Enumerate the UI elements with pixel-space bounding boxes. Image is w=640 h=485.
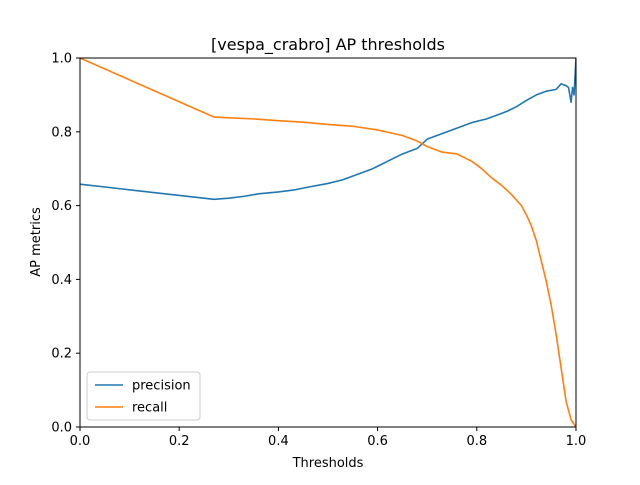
legend-box [86,371,201,421]
y-tick-label: 0.6 [51,199,72,214]
series-line-precision [80,58,576,201]
x-tick-label: 0.2 [169,434,190,449]
y-tick-label: 0.8 [51,125,72,140]
y-tick-label: 0.4 [51,273,72,288]
x-tick-label: 1.0 [566,434,587,449]
y-tick-label: 1.0 [51,52,72,67]
x-tick-label: 0.8 [466,434,487,449]
legend: precision recall [86,371,201,421]
y-tick-label: 0.2 [51,347,72,362]
chart-title: [vespa_crabro] AP thresholds [211,35,445,55]
x-tick-label: 0.0 [70,434,91,449]
x-tick-label: 0.6 [367,434,388,449]
series-line-recall [80,58,576,427]
legend-label-recall: recall [132,401,167,416]
axes-frame [79,57,577,428]
x-tick-label: 0.4 [268,434,289,449]
legend-label-precision: precision [132,379,191,394]
x-axis-title: Thresholds [292,456,364,471]
plot-area: 0.0 0.2 0.4 0.6 0.8 1.0 0.0 0.2 0.4 0.6 0.8 1.0 [51,52,586,450]
y-axis-title: AP metrics [29,207,44,277]
y-tick-label: 0.0 [51,421,72,436]
